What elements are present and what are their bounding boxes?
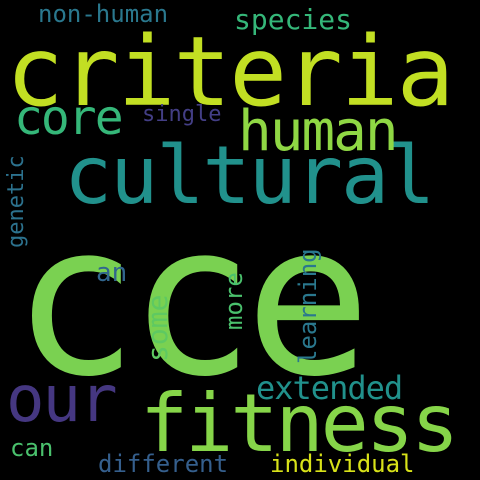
word-our: our [6,363,118,437]
word-learning: learning [294,248,322,364]
word-more: more [220,272,248,330]
word-species: species [234,3,353,36]
word-non-human: non-human [38,0,169,28]
word-extended: extended [256,369,403,407]
word-different: different [98,450,229,478]
word-cce: cce [12,178,371,423]
word-an: an [96,258,128,288]
word-fitness: fitness [140,377,459,470]
word-criteria: criteria [6,16,454,128]
word-some: some [141,294,174,362]
word-core: core [14,90,124,146]
word-human: human [238,99,399,164]
word-single: single [142,102,222,127]
word-individual: individual [270,450,415,478]
word-cultural: cultural [64,129,435,222]
word-can: can [10,434,54,462]
word-genetic: genetic [4,155,29,248]
